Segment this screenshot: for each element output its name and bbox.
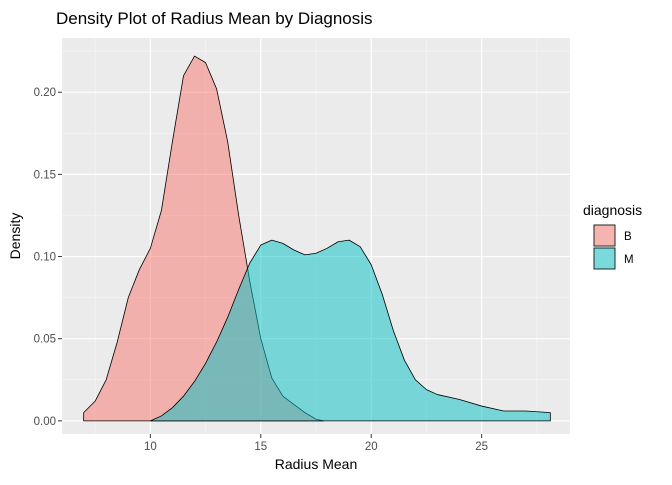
legend-label-B: B [624,231,632,243]
density-area-M [149,239,551,422]
y-tick-label: 0.15 [34,169,56,181]
x-tick-label: 20 [365,441,378,453]
x-tick-label: 25 [475,441,488,453]
x-axis-label: Radius Mean [275,456,358,472]
x-axis: 10 15 20 25 [144,434,488,453]
legend-key-M [593,247,616,270]
legend-key-B [593,224,616,247]
y-tick-label: 0.00 [34,416,56,428]
y-tick-label: 0.10 [34,252,56,264]
y-tick-label: 0.05 [34,334,56,346]
x-tick-label: 10 [144,441,157,453]
legend-items: BM [593,224,634,270]
density-areas [83,55,551,422]
legend-label-M: M [624,254,634,266]
x-tick-label: 15 [254,441,267,453]
y-axis: 0.00 0.05 0.10 0.15 0.20 [34,87,62,428]
y-tick-label: 0.20 [34,87,56,99]
y-axis-label: Density [7,213,23,260]
chart-title: Density Plot of Radius Mean by Diagnosis [56,9,373,28]
legend-title: diagnosis [583,202,642,218]
legend: diagnosis BM [583,202,642,270]
